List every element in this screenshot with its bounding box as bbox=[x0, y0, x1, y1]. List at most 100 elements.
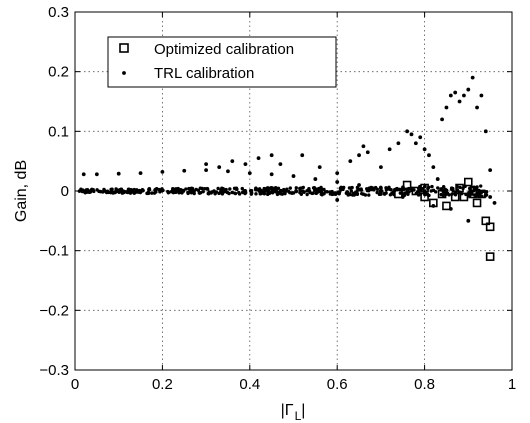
trl-band-point bbox=[115, 188, 119, 192]
trl-band-point bbox=[254, 192, 258, 196]
trl-band-point bbox=[367, 193, 371, 197]
x-tick-label: 0.8 bbox=[414, 376, 435, 393]
legend-box bbox=[107, 36, 337, 88]
trl-point bbox=[269, 153, 274, 158]
trl-band-point bbox=[227, 191, 231, 196]
trl-band-point bbox=[266, 186, 270, 190]
trl-band-point bbox=[422, 185, 427, 189]
trl-point bbox=[269, 172, 274, 177]
x-tick-label: 0.2 bbox=[152, 376, 173, 393]
trl-band-point bbox=[283, 189, 287, 193]
trl-band-point bbox=[310, 191, 314, 196]
trl-band-point bbox=[436, 186, 440, 190]
trl-band-point bbox=[319, 187, 324, 191]
y-tick-label: 0.1 bbox=[48, 123, 69, 140]
trl-band-point bbox=[288, 190, 292, 195]
trl-band-point bbox=[150, 191, 154, 195]
trl-point bbox=[488, 195, 493, 199]
trl-band-point bbox=[174, 187, 178, 191]
trl-band-point bbox=[336, 191, 340, 195]
trl-band-point bbox=[228, 187, 232, 191]
trl-point bbox=[291, 174, 296, 178]
trl-band-point bbox=[347, 186, 352, 190]
trl-band-point bbox=[184, 187, 188, 191]
trl-point bbox=[405, 129, 410, 134]
trl-band-point bbox=[80, 188, 84, 193]
trl-point bbox=[400, 195, 405, 199]
trl-band-point bbox=[249, 192, 253, 196]
y-axis-label: Gain, dB bbox=[13, 160, 30, 222]
trl-band-point bbox=[189, 191, 194, 195]
optimized-point bbox=[481, 216, 491, 226]
trl-point bbox=[379, 192, 383, 196]
trl-point bbox=[444, 192, 449, 196]
x-tick-label: 0 bbox=[71, 376, 79, 393]
y-tick-label: −0.3 bbox=[39, 362, 69, 379]
trl-band-point bbox=[217, 191, 221, 196]
trl-point bbox=[479, 93, 484, 98]
trl-point bbox=[357, 183, 361, 187]
trl-band-point bbox=[90, 187, 94, 192]
trl-band-point bbox=[176, 189, 180, 193]
trl-band-point bbox=[212, 189, 216, 193]
trl-band-point bbox=[403, 191, 408, 195]
trl-band-point bbox=[384, 186, 388, 190]
trl-band-point bbox=[203, 186, 207, 191]
trl-band-point bbox=[141, 188, 145, 193]
trl-point bbox=[466, 87, 471, 92]
axis-ticks bbox=[74, 11, 513, 371]
trl-band-point bbox=[137, 189, 141, 193]
legend-dot-marker bbox=[122, 71, 126, 75]
optimized-point bbox=[477, 189, 486, 199]
trl-point bbox=[448, 207, 453, 211]
optimized-point bbox=[402, 180, 412, 190]
trl-band-point bbox=[234, 187, 239, 191]
trl-band-point bbox=[205, 186, 210, 191]
optimized-point bbox=[450, 192, 460, 202]
trl-band-point bbox=[380, 189, 384, 193]
trl-point bbox=[317, 165, 322, 170]
trl-band-point bbox=[312, 186, 317, 190]
trl-band-point bbox=[373, 185, 378, 190]
trl-band-point bbox=[314, 191, 319, 196]
x-tick-label: 0.4 bbox=[239, 376, 260, 393]
trl-band-point bbox=[85, 189, 90, 194]
legend-square-marker bbox=[119, 43, 129, 53]
optimized-point bbox=[472, 198, 482, 208]
trl-band-point bbox=[328, 192, 333, 196]
optimized-point bbox=[459, 192, 469, 202]
trl-point bbox=[435, 177, 440, 181]
trl-band-point bbox=[301, 185, 305, 190]
trl-band-point bbox=[233, 191, 237, 195]
trl-band-point bbox=[237, 190, 241, 195]
trl-point bbox=[453, 90, 458, 95]
legend-label-optimized: Optimized calibration bbox=[154, 41, 294, 58]
trl-band-point bbox=[387, 187, 392, 191]
trl-point bbox=[431, 165, 436, 170]
trl-point bbox=[94, 172, 99, 177]
trl-point bbox=[396, 141, 401, 146]
trl-point bbox=[365, 150, 370, 155]
trl-point bbox=[230, 159, 235, 164]
trl-band-point bbox=[430, 184, 434, 189]
trl-band-point bbox=[458, 185, 462, 190]
trl-point bbox=[400, 187, 405, 192]
legend-label-trl: TRL calibration bbox=[154, 65, 254, 82]
trl-band-point bbox=[220, 192, 225, 196]
trl-band-point bbox=[192, 191, 196, 196]
trl-point bbox=[160, 170, 165, 174]
x-tick-label: 0.6 bbox=[327, 376, 348, 393]
trl-band-point bbox=[166, 191, 171, 195]
optimized-point bbox=[485, 252, 495, 261]
trl-point bbox=[379, 165, 383, 170]
y-tick-label: 0 bbox=[61, 183, 69, 200]
trl-band-point bbox=[131, 190, 136, 195]
trl-point bbox=[335, 171, 340, 176]
trl-point bbox=[182, 168, 187, 173]
trl-band-point bbox=[451, 186, 455, 191]
trl-point bbox=[204, 162, 209, 167]
trl-band-point bbox=[355, 192, 360, 197]
trl-band-point bbox=[189, 187, 194, 192]
trl-point bbox=[357, 153, 361, 158]
